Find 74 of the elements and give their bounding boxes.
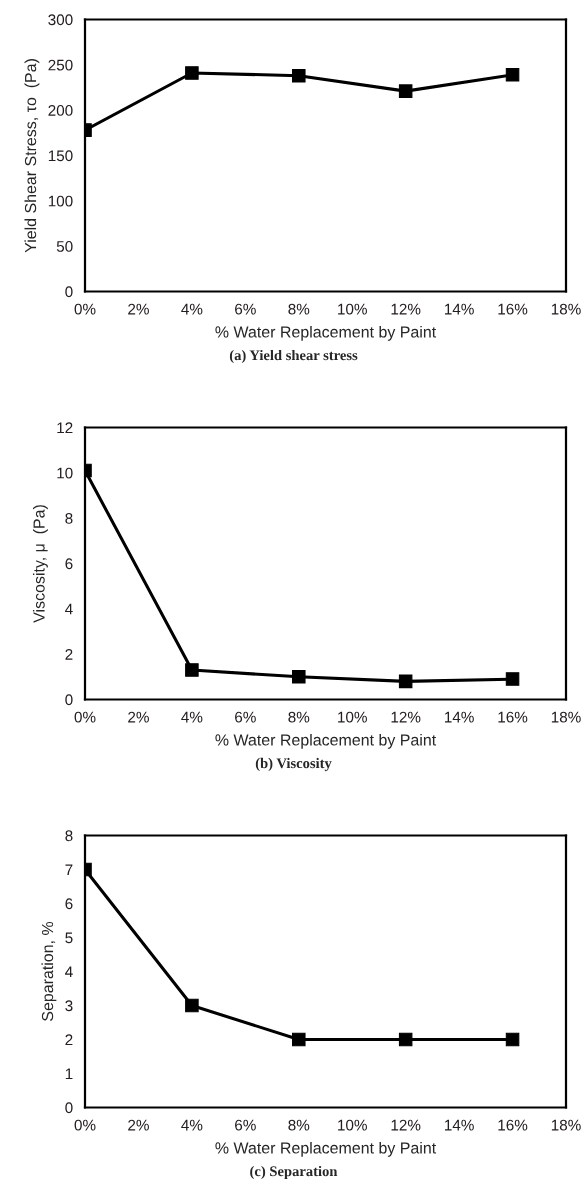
x-tick-label: 6% bbox=[235, 711, 256, 723]
x-tick-label: 12% bbox=[391, 711, 421, 723]
point bbox=[505, 68, 520, 82]
point bbox=[292, 670, 306, 684]
point bbox=[185, 663, 199, 677]
x-tick-label: 18% bbox=[551, 1119, 581, 1131]
point bbox=[505, 672, 520, 686]
y-tick-label: 300 bbox=[48, 14, 73, 26]
x-tick-label: 0% bbox=[74, 711, 96, 723]
x-tick-label: 6% bbox=[235, 303, 256, 315]
y-tick-label: 1 bbox=[65, 1068, 73, 1080]
y-tick-label: 8 bbox=[65, 513, 73, 524]
x-axis-title: % Water Replacement by Paint bbox=[215, 1141, 437, 1157]
x-tick-label: 2% bbox=[128, 711, 149, 723]
y-tick-label: 2 bbox=[65, 649, 73, 660]
point bbox=[505, 1032, 520, 1047]
point bbox=[398, 1032, 413, 1047]
y-tick-label: 4 bbox=[65, 966, 73, 978]
y-tick-label: 4 bbox=[65, 603, 73, 615]
point bbox=[292, 68, 306, 83]
y-tick-label: 50 bbox=[56, 241, 73, 252]
x-tick-label: 18% bbox=[551, 303, 581, 315]
y-tick-label: 2 bbox=[65, 1034, 73, 1046]
text: (a) Yield shear stress bbox=[229, 349, 358, 364]
x-tick-label: 8% bbox=[288, 1119, 310, 1131]
y-tick-label: 5 bbox=[65, 932, 73, 944]
y-tick-label: 12 bbox=[57, 422, 73, 434]
y-axis-title: Yield Shear Stress, τo (Pa) bbox=[24, 59, 40, 253]
x-tick-label: 6% bbox=[235, 1119, 256, 1131]
x-tick-label: 4% bbox=[181, 303, 203, 315]
x-tick-label: 12% bbox=[391, 1119, 421, 1131]
y-tick-label: 7 bbox=[65, 864, 73, 876]
x-tick-label: 8% bbox=[288, 303, 310, 315]
text: (c) Separation bbox=[250, 1165, 338, 1180]
point bbox=[185, 998, 199, 1013]
y-tick-label: 8 bbox=[65, 830, 73, 842]
y-axis-title: Separation, % bbox=[41, 921, 57, 1021]
x-tick-label: 0% bbox=[74, 303, 96, 315]
x-tick-label: 10% bbox=[338, 303, 367, 315]
x-tick-label: 2% bbox=[128, 1119, 149, 1131]
y-tick-label: 0 bbox=[65, 1102, 73, 1114]
x-tick-label: 4% bbox=[181, 1119, 203, 1131]
y-tick-label: 6 bbox=[65, 898, 73, 910]
x-tick-label: 0% bbox=[74, 1119, 96, 1131]
x-axis-title: % Water Replacement by Paint bbox=[215, 733, 437, 749]
y-tick-label: 250 bbox=[48, 59, 73, 71]
x-tick-label: 4% bbox=[181, 711, 203, 723]
x-tick-label: 16% bbox=[498, 303, 528, 315]
point bbox=[398, 84, 413, 98]
x-tick-label: 16% bbox=[498, 711, 528, 723]
y-tick-label: 200 bbox=[48, 105, 73, 116]
y-tick-label: 0 bbox=[65, 694, 73, 706]
x-tick-label: 10% bbox=[338, 1119, 367, 1131]
x-tick-label: 12% bbox=[391, 303, 421, 315]
y-tick-label: 3 bbox=[65, 1000, 73, 1012]
point bbox=[398, 674, 413, 689]
x-tick-label: 14% bbox=[444, 303, 474, 315]
x-tick-label: 16% bbox=[498, 1119, 528, 1131]
x-tick-label: 8% bbox=[288, 711, 310, 723]
y-tick-label: 150 bbox=[48, 150, 73, 162]
x-tick-label: 2% bbox=[128, 303, 149, 315]
y-tick-label: 6 bbox=[65, 558, 73, 570]
y-axis-title: Viscosity, μ (Pa) bbox=[32, 505, 48, 623]
y-tick-label: 100 bbox=[48, 195, 73, 207]
x-tick-label: 14% bbox=[444, 1119, 474, 1131]
x-tick-label: 18% bbox=[551, 711, 581, 723]
x-tick-label: 10% bbox=[338, 711, 367, 723]
point bbox=[292, 1032, 306, 1047]
text: (b) Viscosity bbox=[255, 757, 332, 772]
x-tick-label: 14% bbox=[444, 711, 474, 723]
x-axis-title: % Water Replacement by Paint bbox=[215, 325, 437, 341]
y-tick-label: 0 bbox=[65, 286, 73, 298]
point bbox=[185, 66, 199, 80]
y-tick-label: 10 bbox=[57, 467, 73, 479]
